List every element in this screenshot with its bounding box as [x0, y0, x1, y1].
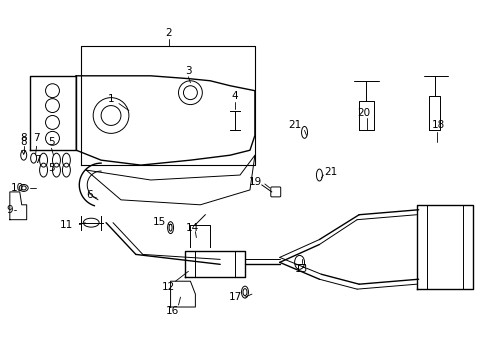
Text: 14: 14 — [185, 222, 199, 233]
Text: 11: 11 — [60, 220, 73, 230]
Text: 1: 1 — [107, 94, 114, 104]
Text: 5: 5 — [48, 137, 55, 147]
Text: 6: 6 — [86, 190, 92, 200]
Text: 18: 18 — [431, 121, 444, 130]
Text: 2: 2 — [165, 28, 172, 38]
Text: 19: 19 — [248, 177, 262, 187]
Text: 10: 10 — [11, 183, 24, 193]
Text: 4: 4 — [231, 91, 238, 101]
Text: 16: 16 — [165, 306, 179, 316]
Text: 21: 21 — [324, 167, 337, 177]
Text: 15: 15 — [152, 217, 165, 227]
Text: 12: 12 — [162, 282, 175, 292]
Text: 13: 13 — [294, 264, 307, 274]
Text: 17: 17 — [228, 292, 242, 302]
Text: 21: 21 — [288, 121, 301, 130]
Text: 5: 5 — [48, 163, 55, 173]
Text: 9: 9 — [6, 205, 13, 215]
Text: 8: 8 — [20, 133, 27, 143]
Text: 20: 20 — [357, 108, 370, 117]
Text: 7: 7 — [33, 133, 40, 143]
Text: 3: 3 — [185, 66, 191, 76]
Text: 7: 7 — [34, 155, 41, 165]
Text: 8: 8 — [20, 137, 27, 154]
